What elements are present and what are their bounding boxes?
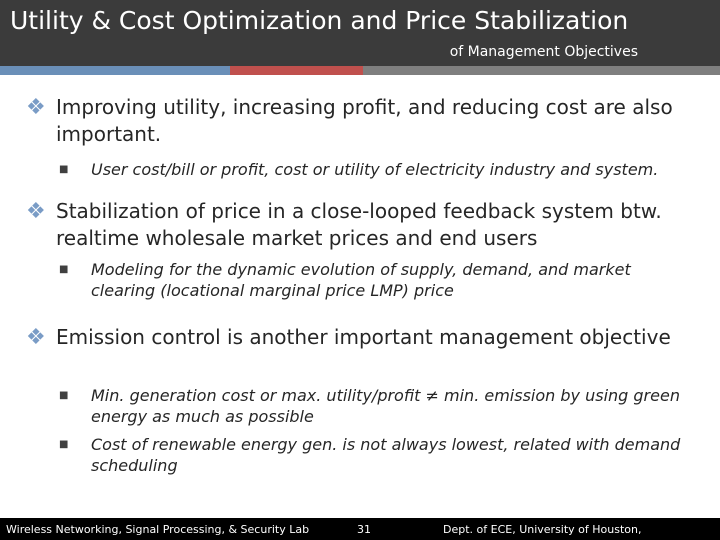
footer-lab-name: Wireless Networking, Signal Processing, … <box>6 523 310 536</box>
sub-bullet-text: User cost/bill or profit, cost or utilit… <box>91 160 659 179</box>
footer-department: Dept. of ECE, University of Houston, <box>443 523 642 536</box>
slide-subtitle: of Management Objectives <box>449 44 638 60</box>
square-bullet-icon: ■ <box>59 390 69 401</box>
accent-stripe-gray <box>363 66 720 75</box>
accent-stripe-red <box>230 66 363 75</box>
diamond-bullet-icon: ❖ <box>26 95 46 120</box>
bullet-text: Emission control is another important ma… <box>56 325 671 349</box>
sub-bullet-text: Cost of renewable energy gen. is not alw… <box>91 435 681 475</box>
square-bullet-icon: ■ <box>59 264 69 275</box>
sub-bullet-text: Modeling for the dynamic evolution of su… <box>91 260 631 300</box>
accent-stripe-blue <box>0 66 230 75</box>
square-bullet-icon: ■ <box>59 439 69 450</box>
bullet-text: Improving utility, increasing profit, an… <box>56 95 673 146</box>
diamond-bullet-icon: ❖ <box>26 199 46 224</box>
square-bullet-icon: ■ <box>59 164 69 175</box>
slide-header: Utility & Cost Optimization and Price St… <box>0 0 720 66</box>
sub-bullet-text: Min. generation cost or max. utility/pro… <box>91 386 680 426</box>
bullet-text: Stabilization of price in a close-looped… <box>56 199 662 250</box>
page-number: 31 <box>357 523 371 536</box>
slide-title: Utility & Cost Optimization and Price St… <box>10 6 629 35</box>
diamond-bullet-icon: ❖ <box>26 325 46 350</box>
slide-footer: Wireless Networking, Signal Processing, … <box>0 518 720 540</box>
